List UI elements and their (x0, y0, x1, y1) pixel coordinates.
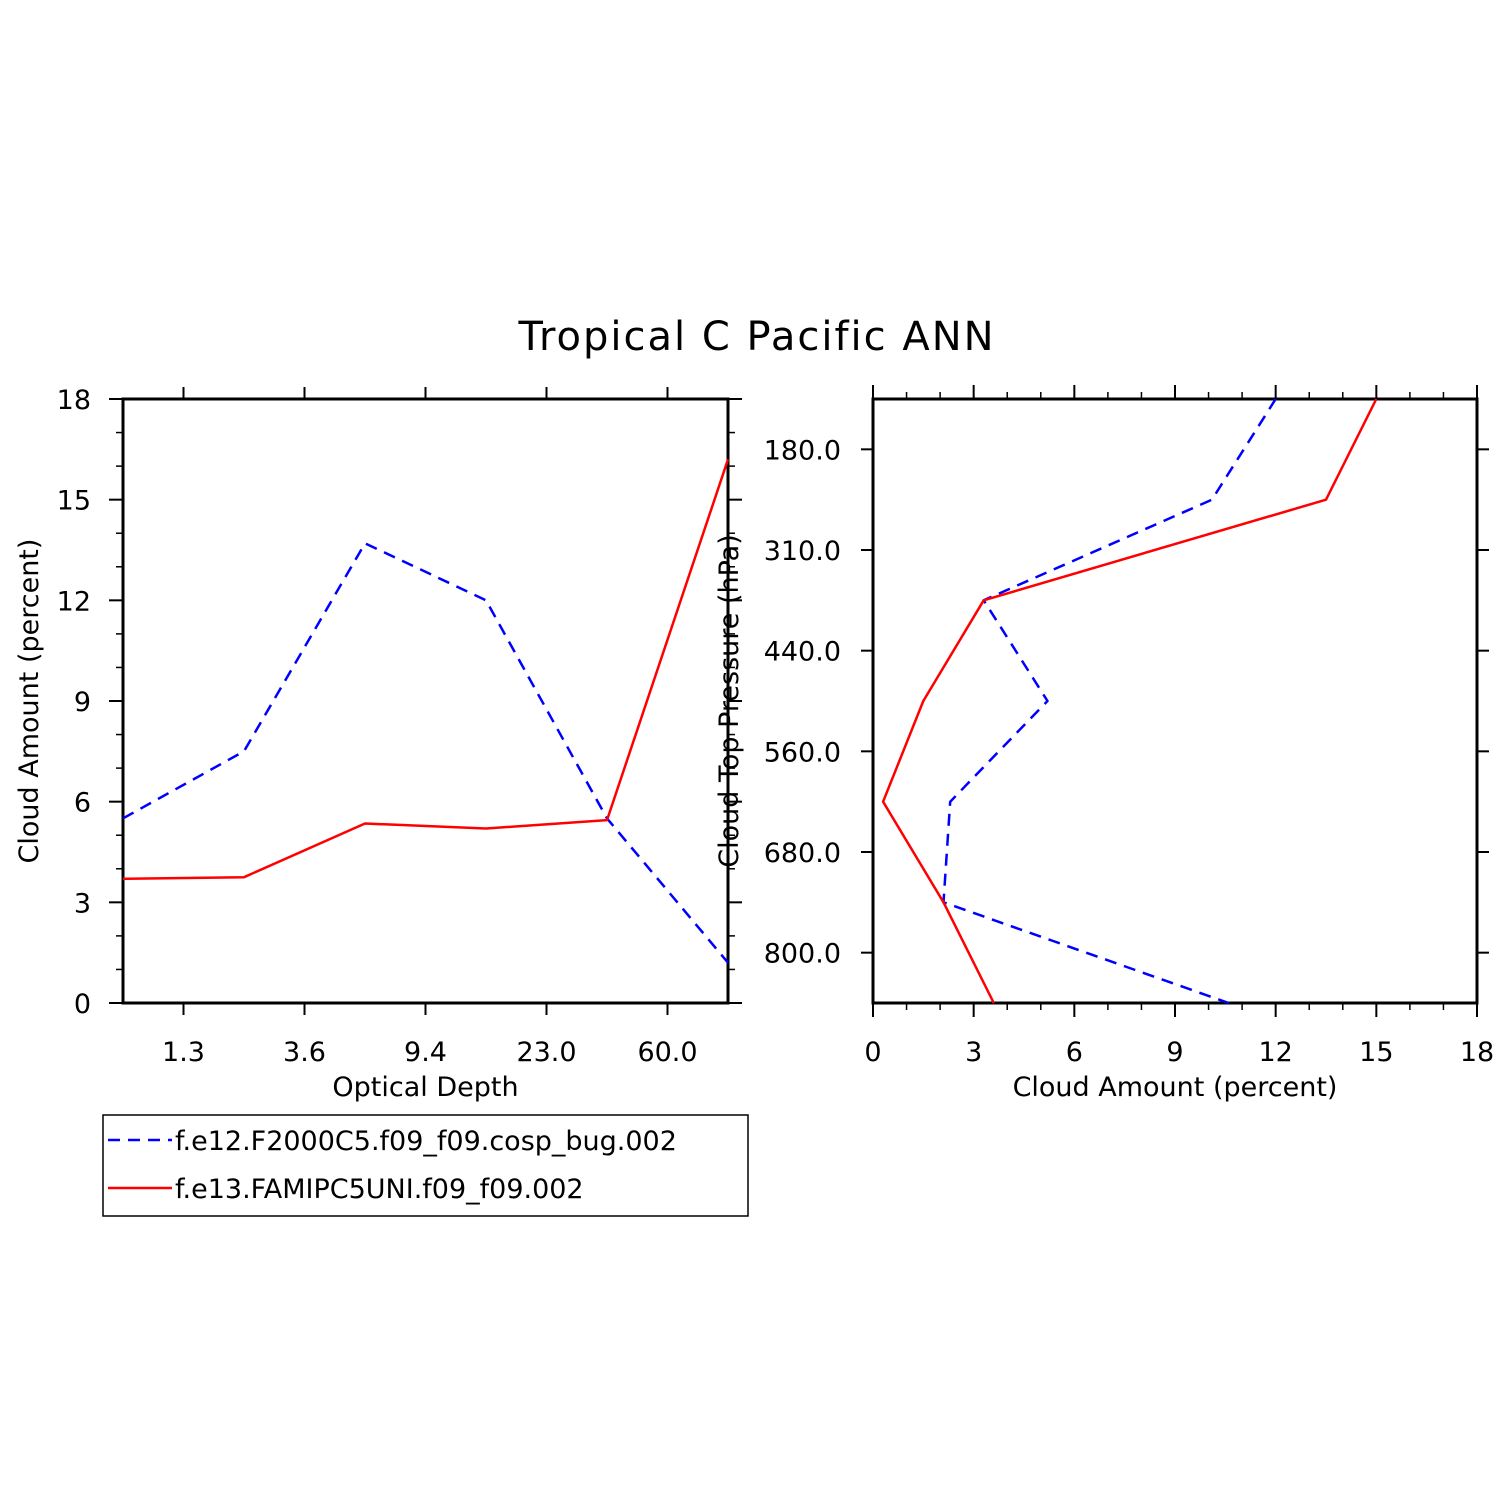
left-y-tick-label: 15 (57, 486, 91, 517)
right-x-tick-label: 15 (1359, 1037, 1393, 1068)
left-y-tick-label: 0 (74, 989, 91, 1020)
right-y-tick-label: 680.0 (764, 838, 841, 869)
left-y-tick-label: 9 (74, 687, 91, 718)
chart-title: Tropical C Pacific ANN (517, 314, 995, 360)
left-x-tick-label: 9.4 (404, 1037, 447, 1068)
left-series-line-2 (122, 459, 730, 881)
legend-label-1: f.e12.F2000C5.f09_f09.cosp_bug.002 (175, 1126, 677, 1157)
left-y-tick-label: 12 (57, 586, 91, 617)
right-x-tick-label: 0 (864, 1037, 881, 1068)
right-x-tick-label: 9 (1166, 1037, 1183, 1068)
left-panel-optical-depth: 0 3 6 9 12 15 18 1.3 3.6 9.4 23.0 60.0 Optical Depth… (14, 385, 742, 1103)
left-x-tick-label: 60.0 (637, 1037, 697, 1068)
left-x-axis-label: Optical Depth (332, 1072, 518, 1103)
left-x-tick-label: 23.0 (516, 1037, 576, 1068)
right-y-tick-label: 440.0 (764, 637, 841, 668)
left-plot-frame (121, 397, 730, 1005)
right-series-line-1 (942, 398, 1277, 1005)
left-y-tick-label: 18 (57, 385, 91, 416)
right-y-tick-label: 800.0 (764, 939, 841, 970)
right-x-tick-label: 6 (1066, 1037, 1083, 1068)
right-x-tick-label: 18 (1460, 1037, 1494, 1068)
left-y-axis-label: Cloud Amount (percent) (14, 539, 45, 864)
right-x-axis-label: Cloud Amount (percent) (1013, 1072, 1338, 1103)
legend-label-2: f.e13.FAMIPC5UNI.f09_f09.002 (175, 1174, 584, 1205)
right-x-tick-label: 3 (965, 1037, 982, 1068)
left-x-tick-label: 3.6 (283, 1037, 326, 1068)
right-y-tick-label: 560.0 (764, 737, 841, 768)
right-plot-frame (871, 397, 1479, 1005)
left-x-tick-label: 1.3 (162, 1037, 205, 1068)
right-y-axis-label: Cloud Top Pressure (hPa) (714, 534, 745, 868)
legend: f.e12.F2000C5.f09_f09.cosp_bug.002 f.e13… (102, 1114, 749, 1217)
left-series-line-1 (122, 542, 729, 964)
left-y-tick-label: 6 (74, 788, 91, 819)
left-y-tick-label: 3 (74, 888, 91, 919)
legend-box (102, 1114, 749, 1217)
right-panel-cloud-top-pressure: 0 3 6 9 12 15 18 180.0 310.0 440.0 560.0 680.0 800.0… (714, 385, 1494, 1103)
right-series-line-2 (881, 398, 1378, 1004)
right-y-tick-label: 180.0 (764, 435, 841, 466)
right-y-tick-label: 310.0 (764, 536, 841, 567)
right-x-tick-label: 12 (1258, 1037, 1292, 1068)
